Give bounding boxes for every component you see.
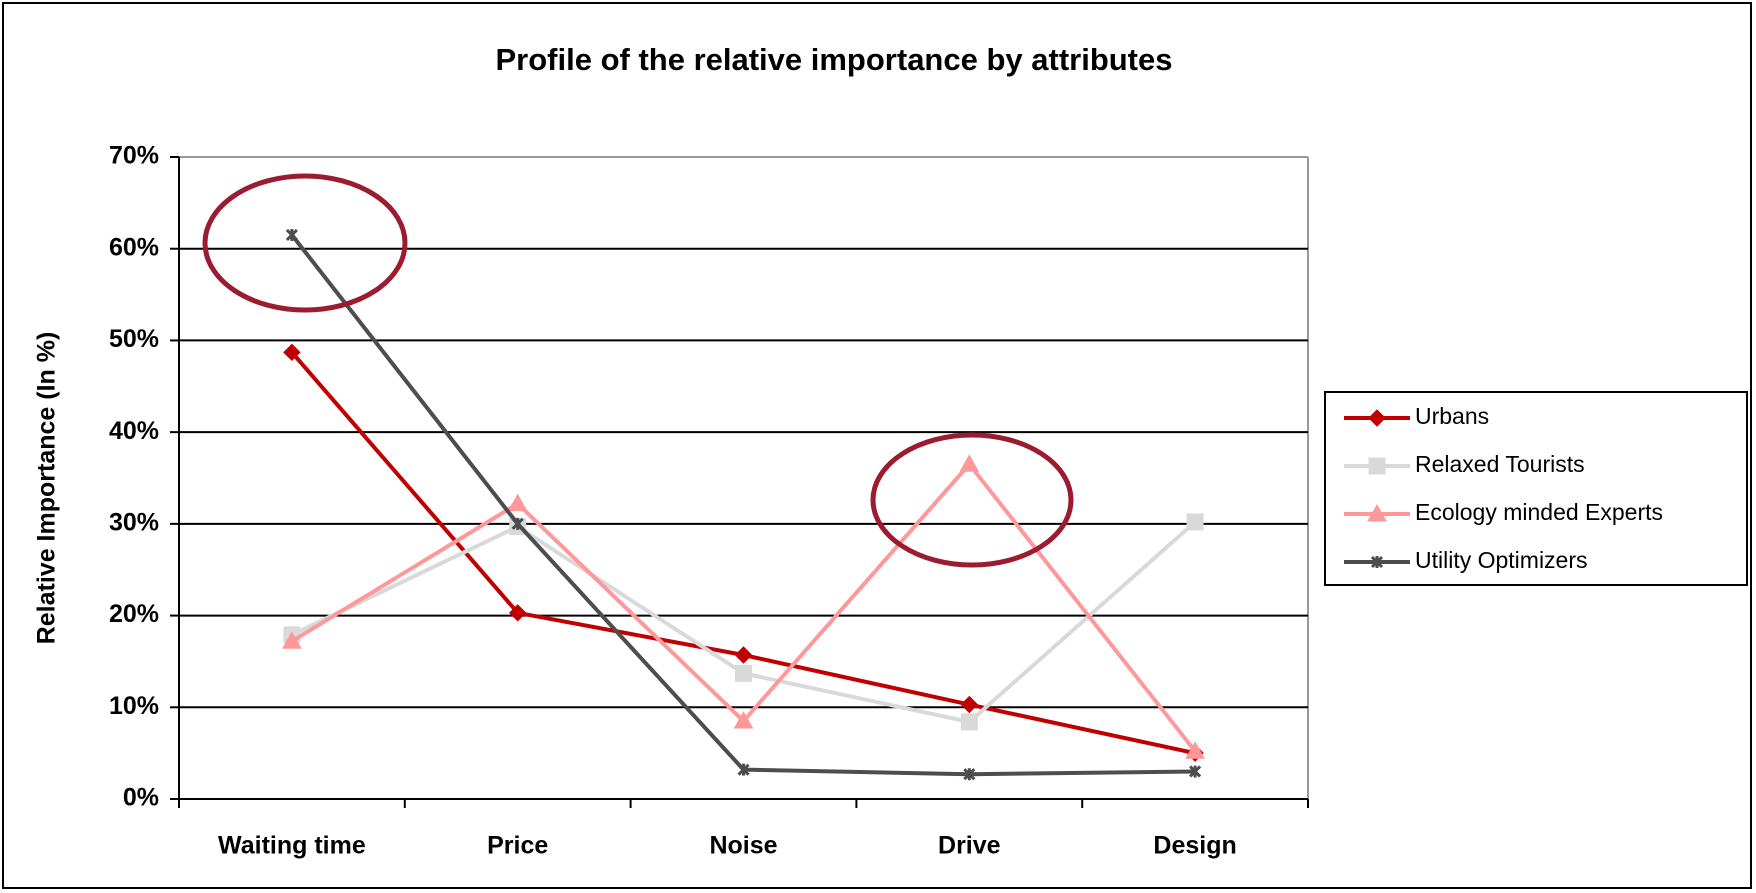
marker [1189,765,1202,778]
marker [1370,555,1384,569]
plot-area: 0% 10% 20% 30% 40% 50% 60% 70% Waiting time Price… [109,142,1309,860]
marker [959,454,980,472]
marker [960,695,979,714]
marker [283,343,301,362]
legend-label: Relaxed Tourists [1415,451,1585,477]
marker [960,713,978,731]
legend-label: Urbans [1415,403,1489,429]
marker [511,517,524,530]
x-tick-label: Drive [938,832,1001,860]
marker [735,664,752,682]
y-tick-label: 10% [109,692,159,720]
x-tick-label: Design [1153,832,1236,860]
y-tick-label: 0% [123,784,159,812]
marker [507,493,528,512]
y-tick-label: 70% [109,142,159,170]
marker [733,711,754,729]
y-tick-label: 20% [109,600,159,628]
y-tick-label: 60% [109,233,159,261]
marker [282,631,302,649]
marker [737,763,750,776]
x-tick-label: Waiting time [218,832,366,860]
y-tick-label: 50% [109,325,159,353]
x-tick-label: Price [487,832,548,860]
marker [508,604,527,622]
legend-box [1324,391,1748,586]
marker [1367,503,1387,522]
marker [1368,409,1386,427]
marker [963,768,976,781]
legend-label: Utility Optimizers [1415,547,1588,573]
y-tick-label: 30% [109,508,159,536]
marker [1185,741,1205,759]
marker [1368,457,1386,475]
marker [734,646,753,664]
chart-title: Profile of the relative importance by at… [496,42,1173,77]
highlight-circle [202,173,408,313]
highlight-circle [870,432,1074,568]
marker [1186,513,1204,531]
y-axis-label: Relative Importance (In %) [33,332,61,645]
y-tick-label: 40% [109,417,159,445]
x-tick-label: Noise [709,832,777,860]
legend-label: Ecology minded Experts [1415,499,1663,525]
marker [285,228,298,242]
